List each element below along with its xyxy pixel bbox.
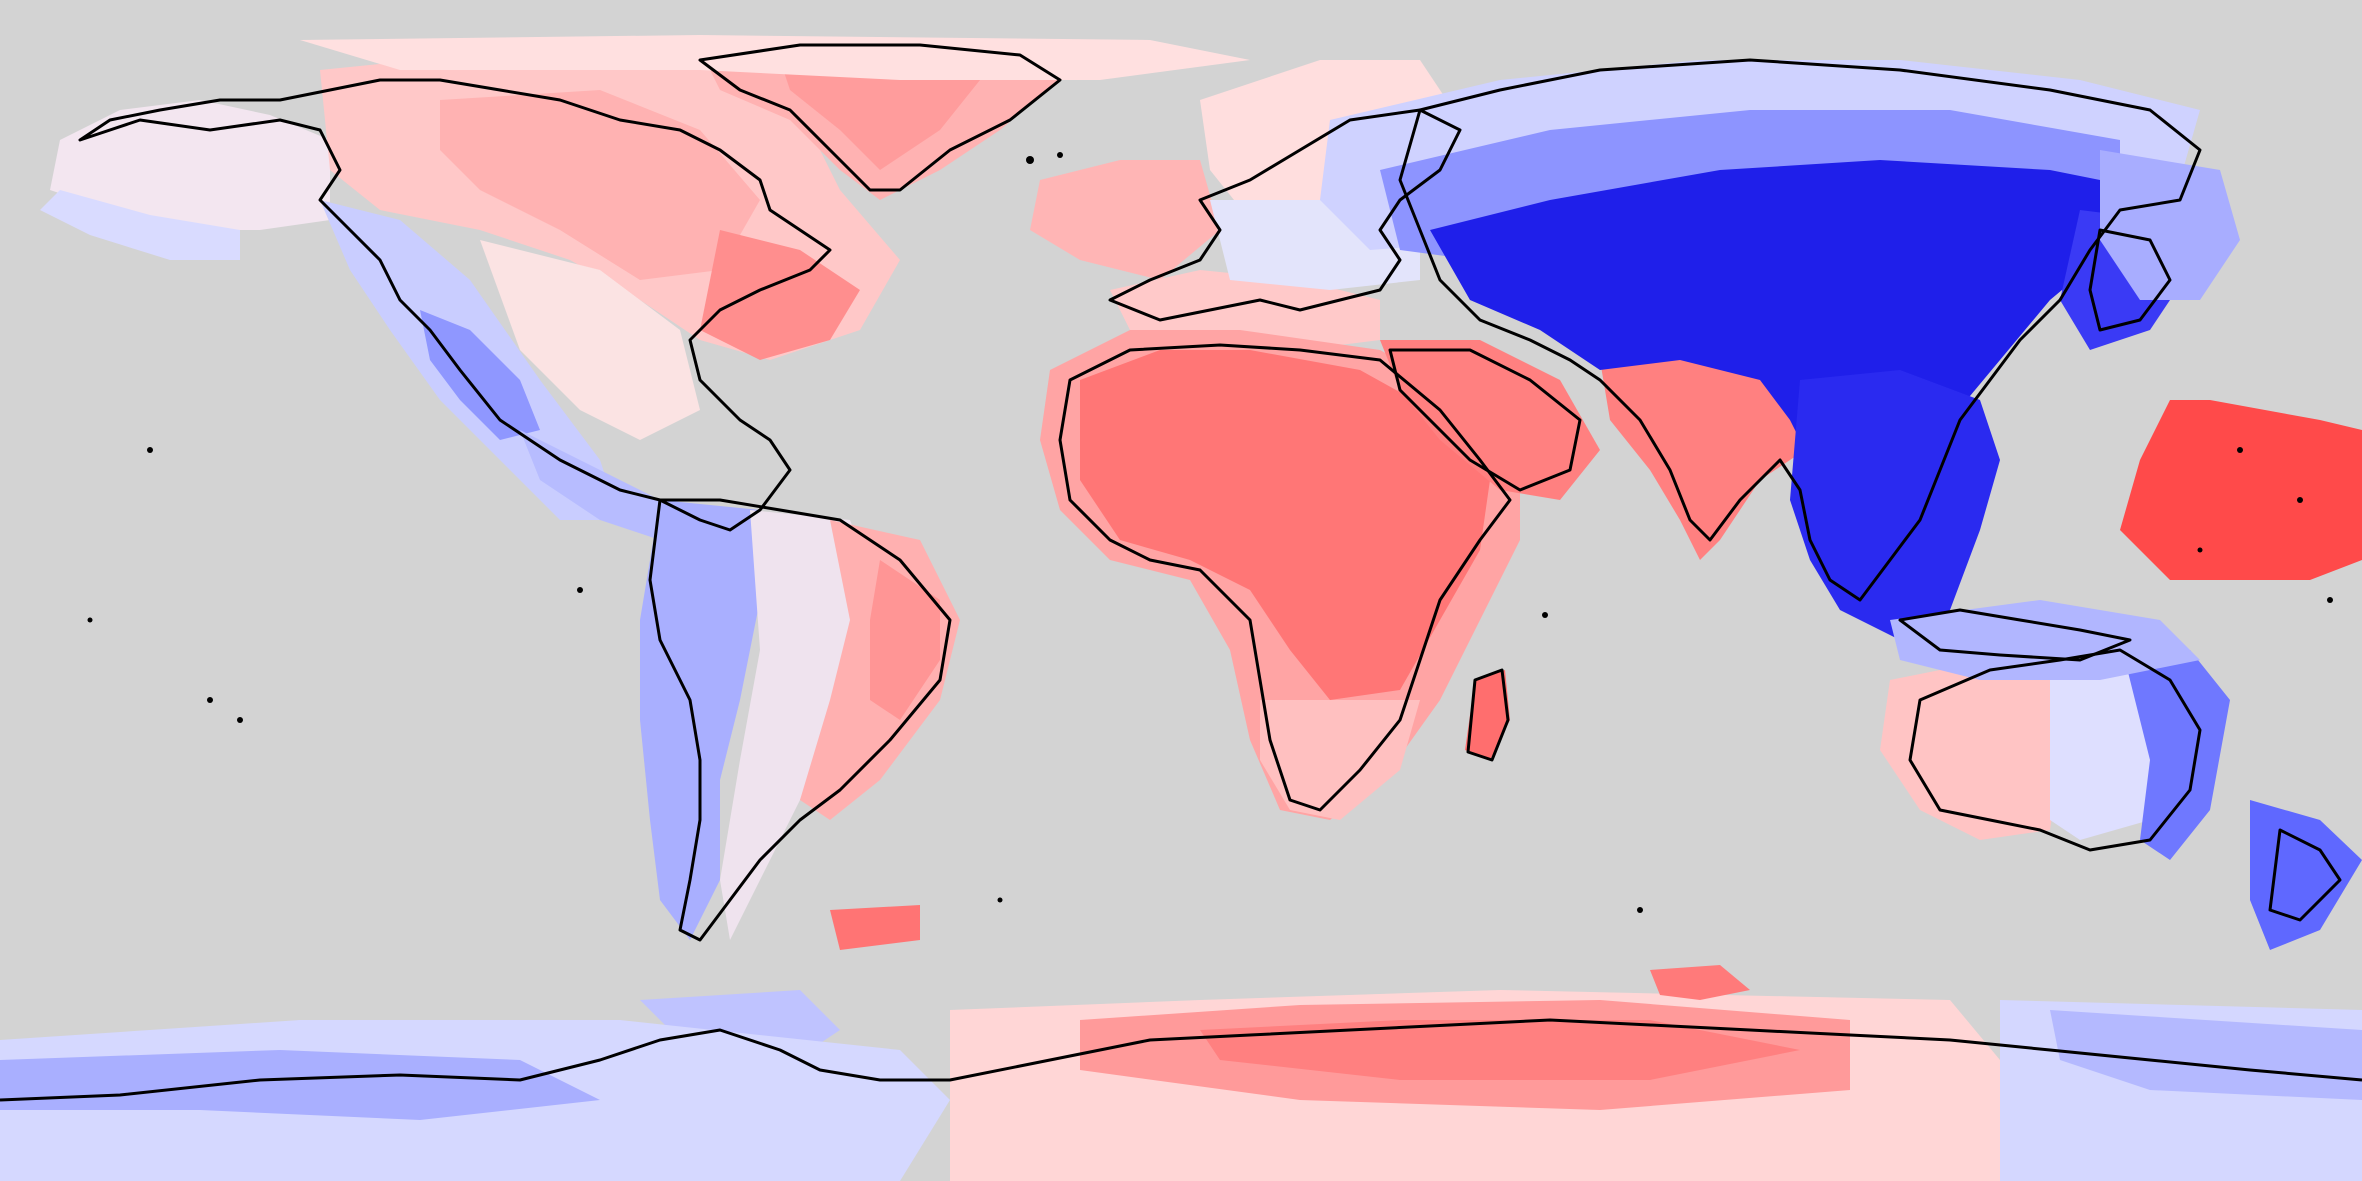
region-alaska: [50, 100, 330, 230]
region-central-us: [480, 240, 700, 440]
coastline-europe: [1108, 108, 1462, 322]
coastline-indonesia: [1898, 608, 2132, 662]
region-patagonia-warm: [830, 905, 920, 950]
coastline-japan: [2088, 228, 2172, 332]
coastline-arabia: [1388, 348, 1582, 492]
region-canada-core: [440, 90, 760, 280]
region-sa-west: [640, 500, 760, 940]
coastline-africa: [1058, 343, 1512, 812]
region-brazil-core: [870, 560, 940, 720]
region-madagascar: [1465, 670, 1510, 760]
island-dot: [1542, 612, 1548, 618]
island-dot: [2237, 447, 2243, 453]
region-antarctica-west-deep: [0, 1050, 600, 1120]
island-dots: [87, 152, 2333, 913]
region-arabia: [1380, 340, 1600, 500]
island-dot: [997, 897, 1003, 903]
region-southeast-asia: [1790, 370, 2000, 640]
region-southern-africa: [1260, 700, 1420, 820]
region-central-asia-deep: [1430, 160, 2150, 520]
coastline-antarctica: [0, 1018, 2362, 1102]
region-australia-east: [2120, 640, 2230, 860]
island-dot: [2297, 497, 2303, 503]
region-greenland-core: [780, 55, 980, 170]
land-shading: [0, 35, 2362, 1181]
coastline-greenland: [698, 43, 1062, 192]
region-east-asia-halo: [2100, 150, 2240, 300]
coastline-asia: [1398, 58, 2202, 602]
coastlines: [0, 43, 2362, 1102]
coastline-madagascar: [1466, 668, 1510, 762]
region-africa-core: [1080, 350, 1490, 700]
island-dot: [147, 447, 153, 453]
island-dot: [2327, 597, 2333, 603]
region-sa-central: [720, 510, 880, 940]
coastline-south-america: [648, 498, 952, 942]
region-alaska-blue: [40, 190, 240, 260]
region-north-atlantic: [1030, 160, 1220, 280]
coastline-new-zealand: [2268, 828, 2342, 922]
coastline-north-america: [78, 78, 832, 532]
region-india: [1600, 350, 1820, 560]
region-pacific-warm: [2120, 400, 2362, 580]
region-northeast-us: [700, 230, 860, 360]
island-dot: [237, 717, 243, 723]
region-australia-west: [1880, 660, 2060, 840]
coastline-australia: [1908, 648, 2202, 852]
region-indonesia: [1890, 600, 2200, 680]
region-arctic-strip: [300, 35, 1250, 80]
region-antarctica-east-core: [1200, 1020, 1800, 1080]
island-dot: [1026, 156, 1034, 164]
island-dot: [2197, 547, 2203, 553]
island-dot: [207, 697, 213, 703]
region-australia-mid: [2050, 650, 2150, 840]
region-southwest-us: [420, 310, 540, 440]
region-antarctic-island-warm: [1650, 965, 1750, 1000]
island-dot: [577, 587, 583, 593]
region-antarctica-far-east-deep: [2050, 1010, 2362, 1100]
island-dot: [87, 617, 93, 623]
island-dot: [1637, 907, 1643, 913]
island-dot: [1057, 152, 1063, 158]
